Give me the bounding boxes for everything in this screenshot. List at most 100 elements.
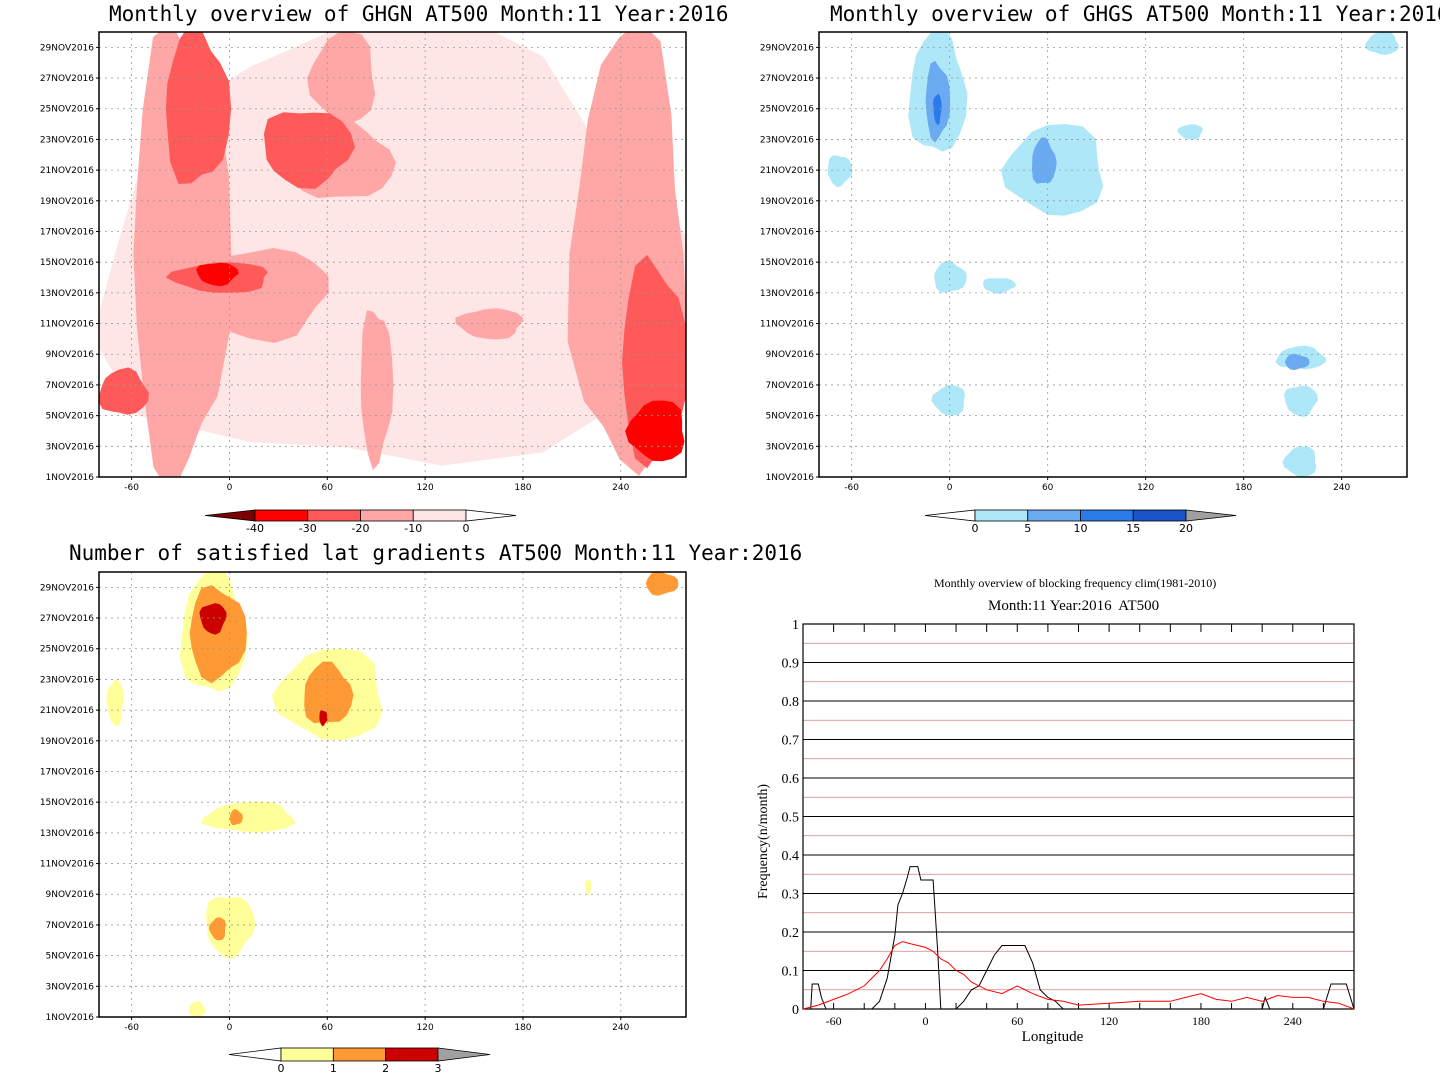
ghgn-date-tick-label: 13NOV2016 <box>40 289 94 299</box>
gradients-colorbar-label: 1 <box>330 1062 337 1075</box>
ghgs-colorbar-swatch <box>1080 509 1134 522</box>
frequency-y-tick-label: 0.1 <box>782 965 800 980</box>
ghgs-date-tick-label: 15NOV2016 <box>760 258 814 268</box>
ghgn-colorbar-swatch <box>360 509 414 522</box>
gradients-date-tick-label: 5NOV2016 <box>46 952 95 962</box>
ghgs-contour-region <box>1282 446 1317 477</box>
ghgs-colorbar-label: 20 <box>1179 522 1193 535</box>
ghgn-date-tick-label: 23NOV2016 <box>40 135 94 145</box>
ghgs-colorbar-label: 5 <box>1024 522 1031 535</box>
ghgs-date-tick-label: 3NOV2016 <box>766 442 815 452</box>
ghgn-title: Monthly overview of GHGN AT500 Month:11 … <box>109 2 729 26</box>
ghgs-date-tick-label: 25NOV2016 <box>760 105 814 115</box>
gradients-contour-region <box>206 897 256 959</box>
gradients-date-tick-label: 3NOV2016 <box>46 982 95 992</box>
ghgs-lon-tick-label: 240 <box>1333 483 1350 493</box>
gradients-date-tick-label: 15NOV2016 <box>40 798 94 808</box>
ghgn-contour-region <box>196 262 239 287</box>
ghgs-date-tick-label: 19NOV2016 <box>760 197 814 207</box>
gradients-date-tick-label: 9NOV2016 <box>46 890 95 900</box>
gradients-contour-region <box>229 809 243 825</box>
ghgn-contour-region <box>99 32 686 466</box>
ghgn-date-tick-label: 27NOV2016 <box>40 74 94 84</box>
frequency-series-observed <box>803 866 1355 1010</box>
ghgn-lon-tick-label: 0 <box>227 483 233 493</box>
ghgn-date-tick-label: 17NOV2016 <box>40 227 94 237</box>
ghgs-date-tick-label: 9NOV2016 <box>766 350 815 360</box>
ghgs-colorbar-label: 0 <box>972 522 979 535</box>
ghgn-colorbar-left-arrow <box>204 509 256 522</box>
ghgn-contour-region <box>165 32 232 184</box>
gradients-plot-frame <box>98 571 687 1018</box>
ghgn-date-tick-label: 5NOV2016 <box>46 412 95 422</box>
gradients-colorbar-label: 2 <box>382 1062 389 1075</box>
ghgs-date-tick-label: 13NOV2016 <box>760 289 814 299</box>
ghgn-colorbar-swatch <box>307 509 361 522</box>
ghgn-lon-tick-label: 60 <box>322 483 334 493</box>
gradients-date-tick-label: 27NOV2016 <box>40 614 94 624</box>
ghgn-colorbar-swatch <box>254 509 309 522</box>
ghgs-colorbar-swatch <box>1132 509 1187 522</box>
ghgn-colorbar-label: -20 <box>352 522 370 535</box>
gradients-lon-tick-label: 120 <box>417 1023 434 1033</box>
gradients-contour-region <box>584 879 592 895</box>
gradients-colorbar-swatch <box>385 1047 439 1062</box>
frequency-subtitle: Month:11 Year:2016 AT500 <box>988 598 1160 614</box>
frequency-x-tick-label: 180 <box>1192 1014 1210 1028</box>
ghgs-contour-region <box>1177 124 1203 140</box>
frequency-title: Monthly overview of blocking frequency c… <box>934 576 1217 590</box>
gradients-contour-region <box>208 917 226 941</box>
ghgn-colorbar-right-arrow <box>465 509 517 522</box>
gradients-contour-region <box>106 679 124 727</box>
ghgn-lon-tick-label: 180 <box>514 483 531 493</box>
frequency-y-tick-label: 1 <box>792 618 799 633</box>
ghgs-chart: 1NOV2016 3NOV2016 5NOV2016 7NOV2016 9NOV2016… <box>760 31 1408 535</box>
frequency-x-axis-label: Longitude <box>1022 1029 1084 1045</box>
ghgn-contour-region <box>360 310 394 471</box>
frequency-y-tick-label: 0.4 <box>782 849 800 864</box>
gradients-contour-region <box>319 710 328 727</box>
ghgs-lon-tick-label: 180 <box>1235 483 1252 493</box>
frequency-y-tick-label: 0 <box>792 1003 799 1018</box>
gradients-date-tick-label: 13NOV2016 <box>40 829 94 839</box>
ghgs-colorbar-swatch <box>974 509 1029 522</box>
ghgn-date-tick-label: 15NOV2016 <box>40 258 94 268</box>
ghgn-date-tick-label: 25NOV2016 <box>40 105 94 115</box>
frequency-x-tick-label: 60 <box>1011 1014 1023 1028</box>
ghgn-lon-tick-label: 240 <box>612 483 629 493</box>
ghgs-date-tick-label: 29NOV2016 <box>760 43 814 53</box>
ghgn-lon-tick-label: -60 <box>124 483 139 493</box>
frequency-x-tick-label: 0 <box>922 1014 928 1028</box>
ghgs-plot-background <box>819 32 1407 477</box>
ghgn-colorbar-label: -30 <box>299 522 317 535</box>
gradients-date-tick-label: 29NOV2016 <box>40 583 94 593</box>
ghgs-colorbar-label: 15 <box>1126 522 1140 535</box>
frequency-y-tick-label: 0.5 <box>782 811 800 826</box>
gradients-colorbar-swatch <box>332 1047 387 1062</box>
frequency-y-tick-label: 0.2 <box>782 926 800 941</box>
ghgs-plot-frame <box>818 31 1408 478</box>
frequency-x-tick-label: 120 <box>1100 1014 1118 1028</box>
ghgs-contour-region <box>827 155 853 188</box>
ghgn-date-tick-label: 21NOV2016 <box>40 166 94 176</box>
gradients-lon-tick-label: 240 <box>612 1023 629 1033</box>
gradients-lon-tick-label: 180 <box>514 1023 531 1033</box>
frequency-y-tick-label: 0.6 <box>782 772 800 787</box>
gradients-date-tick-label: 11NOV2016 <box>40 860 94 870</box>
ghgs-date-tick-label: 7NOV2016 <box>766 381 815 391</box>
gradients-date-tick-label: 7NOV2016 <box>46 921 95 931</box>
ghgs-date-tick-label: 1NOV2016 <box>766 473 815 483</box>
gradients-date-tick-label: 17NOV2016 <box>40 767 94 777</box>
frequency-y-tick-label: 0.8 <box>782 695 800 710</box>
ghgs-colorbar-swatch <box>1027 509 1081 522</box>
ghgs-contours <box>827 32 1400 477</box>
ghgn-date-tick-label: 29NOV2016 <box>40 43 94 53</box>
ghgn-date-tick-label: 9NOV2016 <box>46 350 95 360</box>
ghgs-colorbar-label: 10 <box>1074 522 1088 535</box>
ghgn-date-tick-label: 11NOV2016 <box>40 320 94 330</box>
ghgs-colorbar-right-arrow <box>1185 509 1237 522</box>
gradients-date-tick-label: 23NOV2016 <box>40 675 94 685</box>
ghgn-colorbar-label: -40 <box>246 522 264 535</box>
ghgn-colorbar-label: 0 <box>463 522 470 535</box>
ghgs-lon-tick-label: 120 <box>1137 483 1154 493</box>
